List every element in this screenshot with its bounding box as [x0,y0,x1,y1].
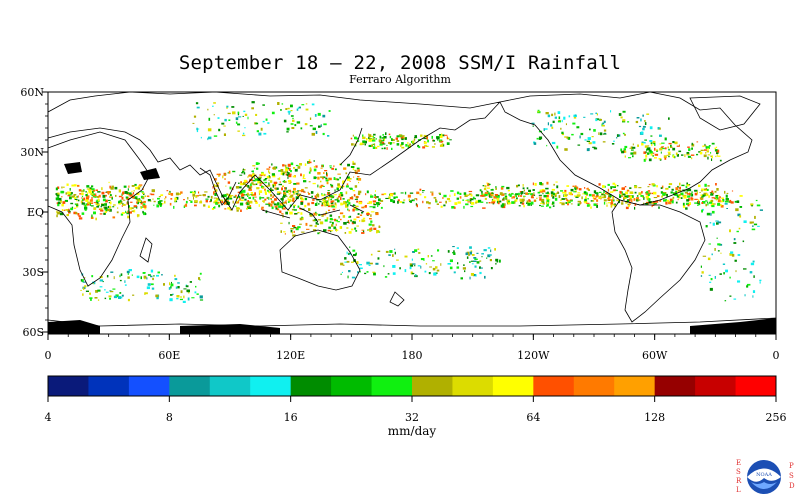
svg-text:E: E [736,459,741,467]
svg-text:S: S [736,468,741,476]
lon-label: 0 [45,349,52,362]
colorbar-swatch [48,376,89,396]
colorbar-tick-label: 4 [45,411,52,424]
coast-australia [279,229,361,291]
colorbar-swatch [735,376,777,396]
coast-newzealand [389,291,405,307]
coast-japan [339,127,363,166]
svg-text:NOAA: NOAA [756,472,772,478]
rainfall-field [55,101,763,303]
lon-label: 120W [517,349,550,362]
colorbar-tick-label: 64 [526,411,540,424]
coast-madagascar [139,237,153,263]
figure-subtitle: Ferraro Algorithm [349,73,451,86]
coast-africa [47,131,151,287]
coast-south-america [611,199,706,323]
colorbar-units: mm/day [387,424,437,438]
figure-title: September 18 – 22, 2008 SSM/I Rainfall [178,52,622,74]
colorbar-swatch [492,376,534,396]
colorbar-swatch [654,376,696,396]
colorbar-swatch [331,376,373,396]
lat-label: EQ [27,206,44,219]
lat-label: 60N [20,86,44,99]
colorbar-swatch [695,376,737,396]
lat-label: 60S [22,326,44,339]
colorbar-swatch [209,376,251,396]
colorbar-swatch [614,376,656,396]
longitude-axis: 0 60E 120E 180 120W 60W 0 [45,334,780,362]
colorbar-swatch [290,376,332,396]
svg-text:R: R [736,477,742,485]
colorbar-swatch [371,376,413,396]
noaa-esrl-psd-logo: E S R L P S D NOAA [736,459,795,494]
svg-text:L: L [736,486,741,494]
colorbar-swatch [452,376,494,396]
lon-label: 0 [773,349,780,362]
lon-label: 60E [158,349,180,362]
colorbar-swatch [573,376,615,396]
lat-label: 30S [22,266,44,279]
colorbar-tick-label: 256 [766,411,787,424]
svg-text:D: D [789,482,795,490]
svg-text:P: P [789,462,794,470]
lon-label: 180 [402,349,423,362]
coast-india [199,167,237,206]
colorbar-swatch [250,376,292,396]
colorbar-tick-label: 32 [405,411,419,424]
latitude-axis: 60N 30N EQ 30S 60S [20,86,48,339]
colorbar-tick-label: 128 [644,411,665,424]
coast-eurasia [47,91,501,211]
coast-antarctica [47,317,777,327]
coast-north-america [499,91,753,206]
lon-label: 120E [276,349,305,362]
coast-greenland [689,95,761,131]
colorbar-swatch [169,376,211,396]
colorbar-tick-label: 8 [166,411,173,424]
lat-label: 30N [20,146,44,159]
colorbar-swatch [412,376,453,396]
colorbar-tick-label: 16 [284,411,298,424]
svg-text:S: S [789,472,794,480]
lon-label: 60W [642,349,668,362]
colorbar-swatch [533,376,575,396]
antarctic-ice [48,162,776,334]
colorbar-swatch [128,376,170,396]
colorbar [47,375,777,397]
colorbar-swatch [88,376,130,396]
coastlines [47,91,777,327]
coast-indonesia [261,204,365,223]
colorbar-ticks: 4 8 16 32 64 128 256 [45,396,787,424]
